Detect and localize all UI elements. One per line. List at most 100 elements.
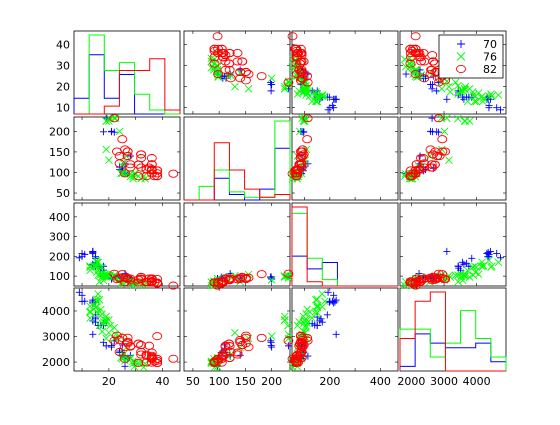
histogram-82 — [184, 142, 291, 201]
panel-frame-2-3 — [399, 202, 507, 287]
data-point-circle — [122, 151, 133, 161]
data-point-plus — [75, 288, 83, 296]
data-point-x — [320, 297, 329, 306]
data-point-plus — [493, 249, 501, 257]
data-point-x — [460, 117, 469, 125]
data-point-circle — [429, 275, 440, 284]
data-point-circle — [426, 160, 437, 169]
data-point-circle — [232, 350, 243, 359]
data-point-plus — [81, 297, 89, 305]
data-point-circle — [410, 277, 421, 287]
data-point-plus — [428, 85, 436, 93]
data-point-circle — [125, 163, 136, 172]
data-point-circle — [114, 159, 125, 168]
data-point-x — [92, 297, 101, 306]
legend-box — [438, 34, 504, 79]
data-point-circle — [419, 57, 430, 66]
data-point-x — [454, 81, 462, 90]
x-tick-label: 200 — [319, 375, 340, 388]
data-point-plus — [497, 106, 505, 114]
data-point-circle — [120, 354, 130, 363]
data-point-circle — [125, 342, 136, 351]
data-point-circle — [133, 160, 144, 169]
data-point-circle — [295, 59, 306, 68]
y-tick-label: 150 — [49, 146, 70, 159]
data-point-x — [293, 90, 302, 98]
data-point-circle — [416, 57, 426, 66]
data-point-circle — [437, 147, 448, 156]
data-point-circle — [256, 72, 267, 81]
data-point-x — [92, 258, 101, 267]
data-point-circle — [295, 339, 306, 348]
data-point-circle — [220, 51, 231, 60]
panel-frame-0-3 — [399, 30, 507, 115]
data-point-x — [440, 127, 449, 136]
data-point-x — [244, 84, 253, 93]
data-point-circle — [419, 74, 430, 83]
data-point-x — [312, 97, 320, 106]
data-point-circle — [146, 166, 157, 175]
data-point-x — [300, 86, 308, 94]
data-point-x — [101, 272, 109, 281]
data-point-x — [414, 72, 423, 80]
data-point-circle — [240, 275, 251, 284]
data-point-x — [86, 314, 94, 322]
data-point-x — [284, 330, 293, 339]
data-point-plus — [89, 330, 97, 338]
data-point-circle — [133, 339, 144, 348]
data-point-plus — [108, 128, 116, 136]
data-point-circle — [283, 78, 294, 87]
data-point-circle — [114, 347, 125, 357]
data-point-circle — [302, 135, 313, 144]
data-point-x — [494, 91, 503, 99]
data-point-x — [318, 92, 327, 100]
data-point-circle — [144, 163, 155, 172]
data-point-plus — [487, 247, 495, 255]
data-point-x — [478, 92, 486, 100]
data-point-x — [267, 276, 276, 284]
legend-marker-x — [456, 52, 466, 61]
data-point-circle — [296, 341, 307, 350]
data-point-x — [105, 117, 113, 125]
data-point-x — [296, 127, 304, 136]
data-point-circle — [240, 333, 251, 342]
data-point-circle — [152, 358, 163, 368]
data-point-circle — [224, 339, 235, 348]
y-tick-label: 40 — [56, 39, 70, 52]
data-point-circle — [296, 51, 307, 60]
data-point-plus — [443, 95, 451, 103]
data-point-x — [320, 92, 329, 100]
data-point-circle — [440, 275, 451, 284]
data-point-plus — [102, 342, 110, 350]
data-point-plus — [485, 102, 493, 110]
data-point-circle — [433, 114, 444, 123]
panel-frame-0-1 — [183, 30, 291, 115]
data-point-circle — [410, 32, 421, 41]
histogram-70 — [399, 333, 507, 371]
data-point-x — [284, 321, 292, 330]
data-point-x — [98, 319, 106, 327]
data-point-circle — [152, 166, 163, 175]
data-point-circle — [136, 150, 147, 159]
panel-frame-2-0 — [73, 202, 181, 287]
panel-frame-0-2 — [291, 30, 399, 115]
y-tick-label: 2000 — [42, 356, 70, 369]
data-point-circle — [240, 76, 251, 85]
histogram-82 — [399, 291, 506, 372]
panel-frame-1-0 — [73, 116, 181, 201]
data-point-circle — [429, 59, 440, 68]
data-point-circle — [291, 59, 302, 68]
data-point-plus — [458, 258, 466, 266]
data-point-plus — [332, 296, 340, 304]
data-point-circle — [144, 341, 155, 350]
data-point-circle — [216, 49, 227, 58]
data-point-circle — [109, 336, 120, 345]
data-point-x — [102, 272, 111, 280]
panel-frame-3-0 — [73, 287, 181, 372]
data-point-circle — [133, 358, 144, 367]
data-point-circle — [114, 335, 125, 345]
data-point-circle — [433, 78, 444, 87]
data-point-x — [312, 295, 320, 304]
data-point-x — [445, 82, 453, 91]
